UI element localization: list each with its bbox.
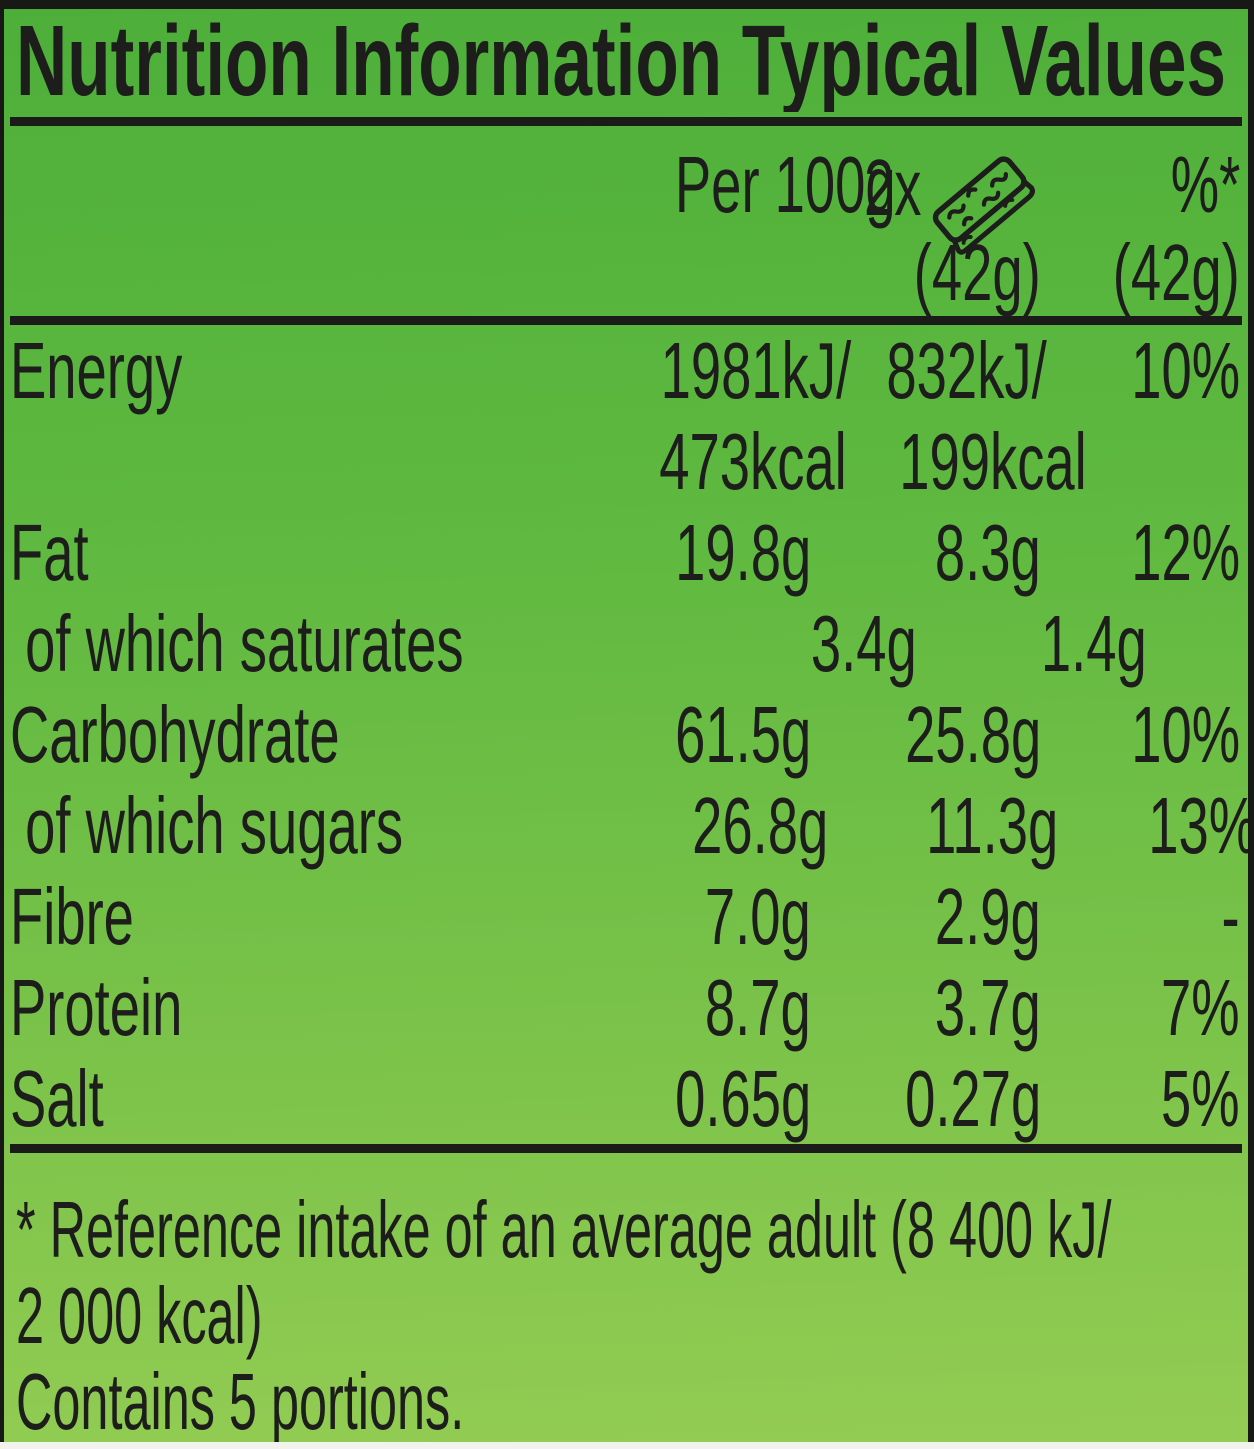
ri-percent-value: 10%	[1131, 326, 1240, 415]
per-serving-value: 0.27g	[904, 1054, 1041, 1143]
nutrient-label: Energy	[10, 326, 183, 415]
table-row-energy-kcal: 473kcal 199kcal	[4, 416, 1248, 507]
serving-size-label: (42g)	[913, 228, 1041, 317]
table-row-salt: Salt 0.65g 0.27g 5%	[4, 1053, 1248, 1144]
table-row-fat: Fat 19.8g 8.3g 12%	[4, 507, 1248, 598]
title-graphic: Nutrition Information Typical Values	[16, 9, 1226, 117]
table-row-protein: Protein 8.7g 3.7g 7%	[4, 962, 1248, 1053]
reference-intake-note-line1: * Reference intake of an average adult (…	[16, 1185, 1112, 1274]
per-serving-header: 2x	[811, 126, 1041, 255]
ri-percent-value: 13%	[1148, 781, 1254, 870]
header-row: Per 100g 2x	[4, 126, 1248, 255]
cereal-bar-icon	[932, 156, 1035, 255]
per-serving-value: 11.3g	[925, 781, 1059, 870]
ri-percent-value: 12%	[1131, 508, 1240, 597]
per-100g-value: 8.7g	[705, 963, 811, 1052]
header-spacer	[10, 244, 571, 316]
ri-size-subheader: (42g)	[1041, 228, 1240, 317]
per-100g-value: 0.65g	[674, 1054, 811, 1143]
ri-percent-value: 7%	[1161, 963, 1240, 1052]
per-serving-value: 2.9g	[935, 872, 1041, 961]
ri-percent-value: -	[1221, 872, 1240, 961]
serving-count-label: 2x	[863, 143, 921, 232]
title-section: Nutrition Information Typical Values	[4, 9, 1248, 117]
nutrient-label: Salt	[10, 1054, 104, 1143]
ri-size-label: (42g)	[1112, 228, 1240, 317]
per-100g-header-label: Per 100g	[674, 140, 896, 229]
nutrient-label: of which saturates	[10, 599, 464, 688]
header-spacer	[571, 244, 811, 316]
per-serving-value: 832kJ/	[886, 326, 1047, 415]
serving-size-subheader: (42g)	[811, 228, 1041, 317]
nutrient-label	[10, 416, 571, 507]
per-serving-value: 3.7g	[935, 963, 1041, 1052]
table-row-energy: Energy 1981kJ/ 832kJ/ 10%	[4, 325, 1248, 416]
nutrient-label: of which sugars	[10, 781, 404, 870]
ri-percent-value: 7%	[1147, 598, 1248, 689]
per-100g-value: 26.8g	[691, 781, 829, 870]
divider-rule-header	[10, 316, 1242, 325]
per-100g-value: 61.5g	[674, 690, 811, 779]
per-100g-value: 7.0g	[705, 872, 811, 961]
nutrient-label: Fat	[10, 508, 89, 597]
table-row-carbohydrate: Carbohydrate 61.5g 25.8g 10%	[4, 689, 1248, 780]
page-title: Nutrition Information Typical Values	[16, 11, 1226, 112]
portions-note: Contains 5 portions.	[16, 1357, 465, 1443]
table-row-fibre: Fibre 7.0g 2.9g -	[4, 871, 1248, 962]
reference-intake-header: %*	[1041, 126, 1240, 250]
table-body: Energy 1981kJ/ 832kJ/ 10% 473kcal 199kca…	[4, 325, 1248, 1144]
ri-percent-value: 5%	[1161, 1054, 1240, 1143]
per-100g-value: 1981kJ/	[660, 326, 852, 415]
nutrient-label: Fibre	[10, 872, 134, 961]
per-serving-value: 1.4g	[1041, 599, 1147, 688]
per-serving-value: 8.3g	[935, 508, 1041, 597]
header-spacer	[10, 126, 571, 250]
divider-rule-top	[10, 117, 1242, 126]
table-header: Per 100g 2x	[4, 126, 1248, 316]
table-row-saturates: of which saturates 3.4g 1.4g 7%	[4, 598, 1248, 689]
per-serving-value: 25.8g	[904, 690, 1041, 779]
per-100g-value: 473kcal	[659, 417, 847, 506]
reference-intake-note-line2: 2 000 kcal)	[16, 1271, 263, 1360]
per-serving-value: 199kcal	[899, 417, 1087, 506]
nutrient-label: Protein	[10, 963, 183, 1052]
nutrient-label: Carbohydrate	[10, 690, 340, 779]
reference-intake-header-label: %*	[1170, 140, 1240, 229]
footnote-section: * Reference intake of an average adult (…	[4, 1153, 1248, 1443]
per-100g-header: Per 100g	[571, 126, 896, 250]
per-100g-value: 19.8g	[674, 508, 811, 597]
per-100g-value: 3.4g	[811, 599, 917, 688]
ri-percent-value: 10%	[1131, 690, 1240, 779]
table-row-sugars: of which sugars 26.8g 11.3g 13%	[4, 780, 1248, 871]
divider-rule-bottom	[10, 1144, 1242, 1153]
header-subrow: (42g) (42g)	[4, 228, 1248, 317]
